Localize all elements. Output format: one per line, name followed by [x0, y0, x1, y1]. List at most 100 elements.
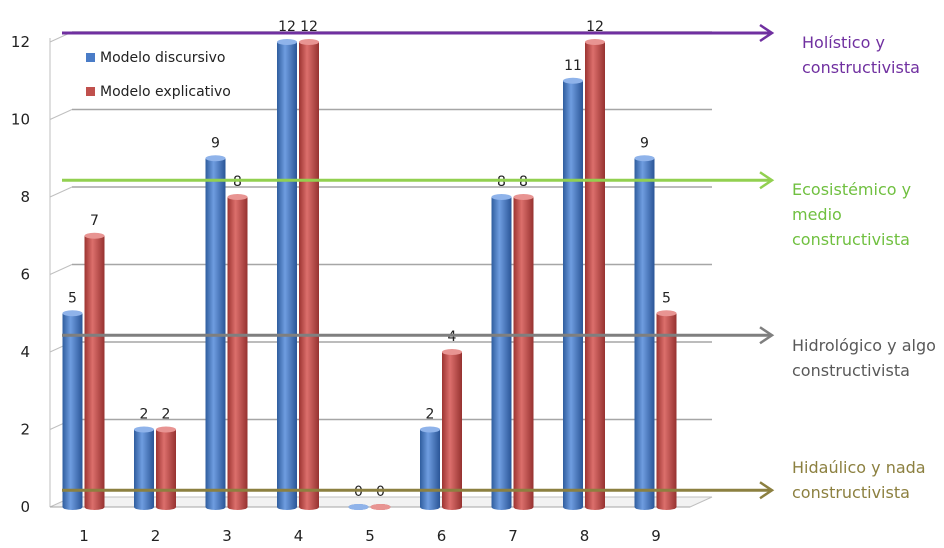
- bar: [299, 39, 319, 510]
- level-label-line: medio: [792, 205, 842, 224]
- bar-base: [277, 504, 297, 510]
- level-label: Hidaúlico y nada constructivista: [792, 455, 926, 505]
- data-label: 12: [278, 19, 296, 35]
- bar: [156, 426, 176, 510]
- arrow-right-icon: [759, 326, 775, 345]
- reference-line: [62, 326, 775, 345]
- legend: Modelo discursivo Modelo explicativo: [86, 50, 231, 100]
- bar: [277, 39, 297, 510]
- level-label-line: constructivista: [792, 483, 910, 502]
- y-tick-label: 4: [20, 343, 30, 361]
- bar-body: [62, 313, 83, 508]
- bar-top: [134, 426, 154, 433]
- bar-body: [227, 197, 248, 508]
- bar: [442, 349, 462, 510]
- bar-top: [513, 194, 534, 200]
- x-tick-label: 8: [580, 527, 590, 545]
- bar-top: [585, 39, 605, 45]
- bar-top: [277, 39, 297, 45]
- bar-top: [420, 426, 440, 433]
- reference-lines: [62, 23, 775, 500]
- x-tick-label: 5: [365, 527, 375, 545]
- bar-body: [491, 197, 512, 508]
- data-label: 2: [426, 407, 435, 423]
- bar: [370, 504, 391, 510]
- bar-base: [442, 504, 462, 510]
- bar-body: [656, 313, 677, 508]
- bar-base: [513, 504, 534, 510]
- bar-top: [348, 504, 369, 510]
- y-tick-label: 0: [20, 498, 30, 516]
- bar: [227, 194, 248, 510]
- arrow-right-icon: [759, 171, 775, 190]
- level-label-line: Hidaúlico y nada: [792, 458, 926, 477]
- bar-body: [513, 197, 534, 508]
- reference-line: [62, 171, 775, 190]
- level-label-line: constructivista: [792, 361, 910, 380]
- bar-base: [84, 504, 105, 510]
- reference-line: [62, 481, 775, 500]
- data-label: 8: [519, 174, 528, 190]
- y-tick-label: 12: [11, 33, 30, 51]
- bar-base: [134, 504, 154, 510]
- bar-top: [62, 310, 83, 317]
- data-label: 9: [640, 135, 649, 151]
- level-label-line: constructivista: [792, 230, 910, 249]
- x-tick-label: 7: [508, 527, 518, 545]
- y-tick-label: 10: [11, 111, 30, 129]
- bar-top: [491, 194, 512, 200]
- gridline-diag: [49, 109, 73, 120]
- bar-base: [563, 504, 583, 510]
- data-label: 8: [497, 174, 506, 190]
- bar: [634, 155, 655, 510]
- level-label: Holístico y constructivista: [802, 30, 920, 80]
- data-label: 0: [354, 484, 363, 500]
- bar-body: [299, 42, 319, 508]
- bar-top: [370, 504, 391, 510]
- level-label-line: Holístico y: [802, 33, 885, 52]
- bar: [656, 310, 677, 510]
- x-tick-label: 4: [294, 527, 304, 545]
- gridline-diag: [49, 264, 73, 275]
- bar: [563, 77, 583, 510]
- bar-base: [634, 504, 655, 510]
- legend-label-discursivo: Modelo discursivo: [100, 50, 225, 66]
- x-tick-label: 2: [151, 527, 161, 545]
- bar: [348, 504, 369, 510]
- bar-body: [205, 158, 226, 508]
- y-tick-label: 8: [20, 188, 30, 206]
- x-tick-label: 1: [79, 527, 89, 545]
- gridline-diag: [49, 186, 73, 198]
- x-tick-label: 9: [651, 527, 661, 545]
- bar-top: [634, 155, 655, 162]
- bar-base: [227, 504, 248, 510]
- x-tick-label: 6: [437, 527, 447, 545]
- data-label: 2: [140, 407, 149, 423]
- legend-swatch-discursivo: [86, 53, 95, 62]
- arrow-right-icon: [759, 23, 775, 43]
- data-label: 11: [564, 58, 582, 74]
- bar: [205, 155, 226, 510]
- bar-body: [585, 42, 605, 508]
- level-label-line: Ecosistémico y: [792, 180, 912, 199]
- data-label: 12: [300, 19, 318, 35]
- bar-body: [563, 80, 583, 508]
- bar: [491, 194, 512, 510]
- bar-top: [563, 77, 583, 84]
- data-label: 7: [90, 213, 99, 229]
- reference-line: [62, 23, 775, 43]
- data-label: 0: [376, 484, 385, 500]
- data-label: 12: [586, 19, 604, 35]
- bar-base: [491, 504, 512, 510]
- bar-top: [205, 155, 226, 162]
- bar-top: [656, 310, 677, 317]
- bars: [62, 39, 677, 510]
- y-tick-label: 6: [20, 266, 30, 284]
- y-tick-label: 2: [20, 421, 30, 439]
- bar-top: [227, 194, 248, 200]
- arrow-right-icon: [759, 481, 775, 500]
- data-label: 8: [233, 174, 242, 190]
- bar-body: [277, 42, 297, 508]
- bar-base: [585, 504, 605, 510]
